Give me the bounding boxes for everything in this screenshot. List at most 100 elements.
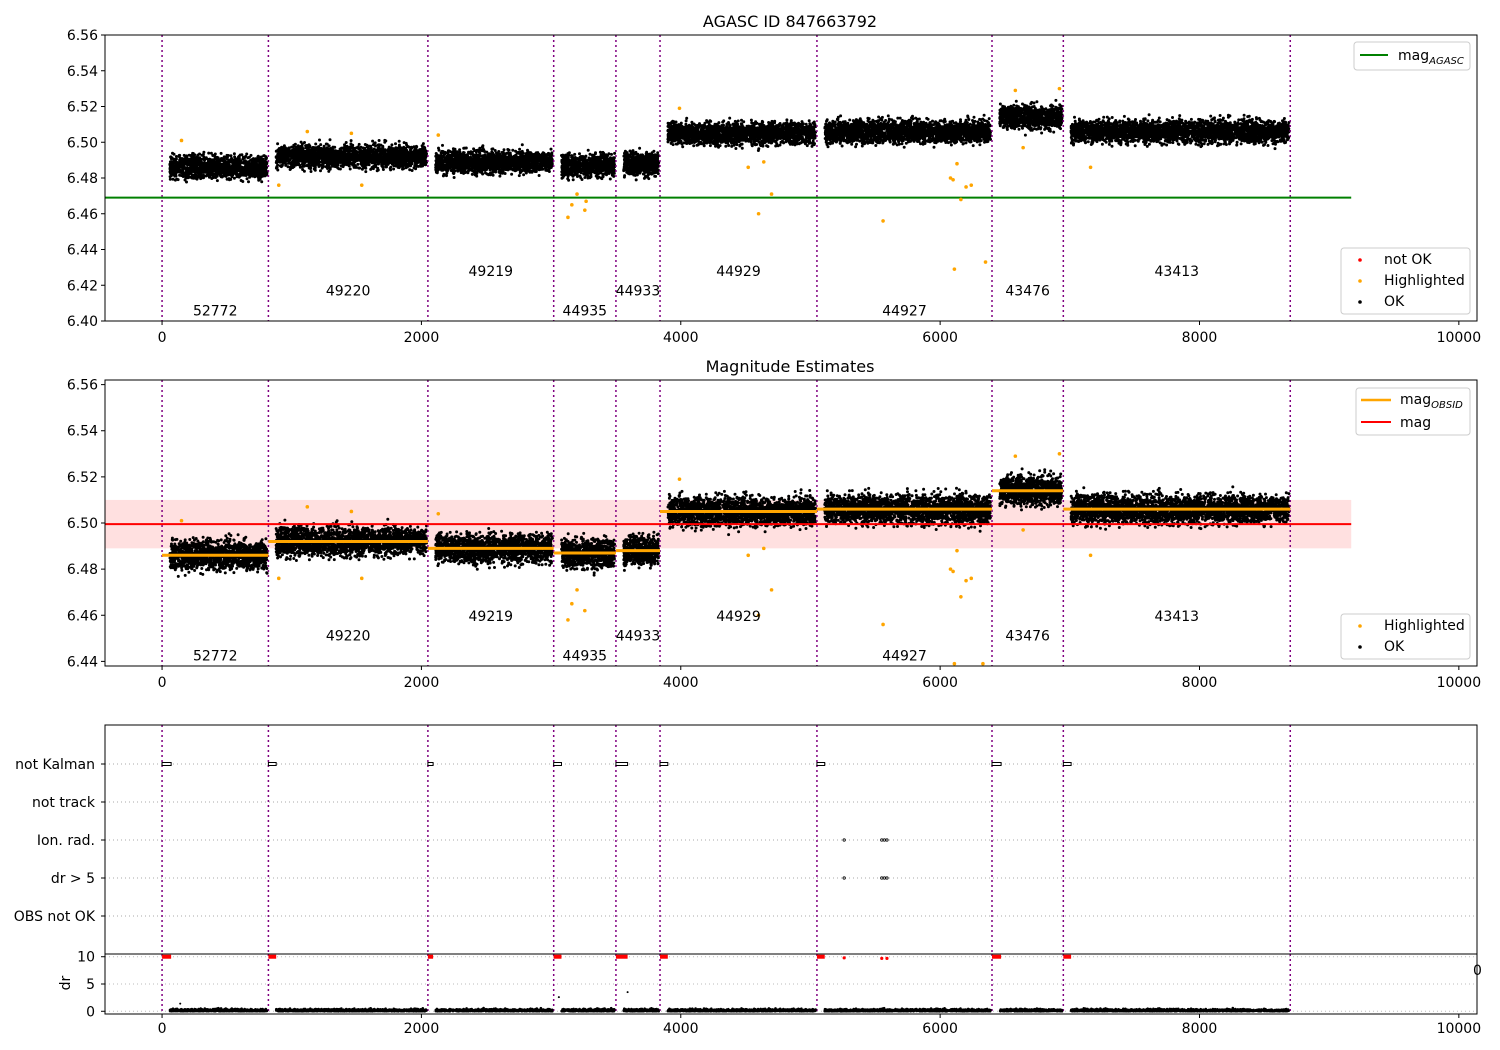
highlighted-point (948, 567, 953, 571)
dr-ok-points (168, 1006, 1290, 1013)
obsid-boundaries (161, 954, 1292, 1014)
y-tick-label: 6.46 (67, 608, 98, 624)
x-axis: 0 2000 4000 6000 8000 10000 (158, 321, 1482, 346)
plot-frame (104, 953, 1478, 1015)
dr-panel: 0 5 10 0 2000 4000 6000 8000 10000 dr 0 (58, 950, 1482, 1037)
obsid-label: 44927 (882, 648, 927, 664)
legend-highlighted-marker (1358, 624, 1362, 628)
flag-marker-run (161, 762, 172, 766)
y-tick-label: 6.50 (67, 516, 98, 532)
x-tick-label: 6000 (922, 1021, 958, 1037)
mag-obsid-lines (162, 489, 1291, 557)
y-tick-label: 6.48 (67, 562, 98, 578)
obsid-label: 43413 (1155, 264, 1200, 280)
highlighted-point (948, 176, 953, 180)
flag-marker-run (267, 762, 277, 766)
x-axis: 0 2000 4000 6000 8000 10000 (158, 1014, 1482, 1037)
obsid-label: 44935 (563, 303, 608, 319)
dr-flagged-run (268, 954, 277, 959)
legend-mag: magOBSID mag (1355, 387, 1471, 436)
y-tick-label: 6.42 (67, 278, 98, 294)
y-axis: 0 5 10 (77, 950, 105, 1020)
highlighted-point (1013, 454, 1018, 458)
x-tick-label: 4000 (663, 1021, 699, 1037)
highlighted-point (969, 183, 974, 187)
dr-outlier-point (557, 996, 560, 999)
dr-outlier-point (179, 1002, 182, 1005)
obsid-label: 49219 (469, 609, 514, 625)
highlighted-point (305, 505, 310, 509)
highlighted-point (566, 618, 570, 622)
legend-points: Highlighted OK (1340, 613, 1471, 660)
highlighted-point (881, 219, 885, 223)
dr-flagged-run (615, 954, 628, 959)
legend-highlighted-marker (1358, 279, 1362, 283)
highlighted-point (746, 165, 751, 170)
highlighted-point (1013, 88, 1018, 93)
highlighted-point (955, 548, 959, 553)
x-tick-label: 10000 (1437, 1021, 1482, 1037)
obsid-label: 43476 (1005, 629, 1050, 645)
highlighted-point (1021, 145, 1025, 150)
y-tick-label: 6.44 (67, 243, 98, 259)
dr-flagged-point (885, 956, 889, 960)
flag-category-label: not Kalman (15, 757, 95, 773)
obsid-label: 43413 (1155, 609, 1200, 625)
highlighted-point (756, 211, 761, 216)
highlighted-point (951, 177, 955, 182)
x-tick-label: 6000 (922, 330, 958, 346)
highlighted-point (566, 215, 570, 220)
x-tick-label: 4000 (663, 330, 699, 346)
flag-marker (885, 838, 889, 842)
legend-ok-marker (1358, 645, 1362, 649)
x-tick-label: 2000 (404, 675, 440, 691)
legend-highlighted: Highlighted (1384, 273, 1465, 289)
obsid-label: 52772 (193, 648, 238, 664)
x-tick-label: 6000 (922, 675, 958, 691)
x-tick-label: 0 (158, 675, 167, 691)
highlighted-point (677, 106, 682, 111)
ok-points (168, 98, 1291, 184)
highlighted-point (575, 192, 579, 196)
y-tick-label: 6.46 (67, 207, 98, 223)
y-tick-label: 6.54 (67, 424, 98, 440)
flag-marker (885, 876, 889, 880)
x-tick-label: 8000 (1182, 330, 1218, 346)
y-tick-label: 6.50 (67, 135, 98, 151)
x-tick-label: 8000 (1182, 1021, 1218, 1037)
flag-gridlines (105, 763, 1477, 917)
legend-ok-marker (1358, 300, 1362, 304)
agasc-panel: AGASC ID 847663792 52772 49220 49219 44935 4… (67, 12, 1481, 346)
flag-category-label: OBS not OK (14, 909, 96, 925)
flag-marker-run (427, 762, 434, 766)
y-tick-label: 6.56 (67, 378, 98, 394)
highlighted-point (761, 546, 766, 551)
obsid-labels: 52772 49220 49219 44935 44933 44929 44927 43476… (193, 609, 1199, 664)
highlighted-point (359, 183, 364, 187)
highlighted-point (1057, 86, 1062, 91)
x-tick-label: 0 (158, 1021, 167, 1037)
highlighted-point (276, 576, 281, 581)
highlighted-point (1088, 165, 1093, 170)
dr-flagged-run (162, 954, 172, 959)
highlighted-point (1088, 553, 1093, 558)
y-tick-label: 10 (77, 950, 95, 966)
highlighted-point (583, 608, 587, 613)
x-tick-label: 10000 (1437, 330, 1482, 346)
plot-frame (104, 34, 1478, 322)
obsid-label: 52772 (193, 303, 238, 319)
legend-ok: OK (1384, 639, 1405, 655)
y-tick-label: 6.48 (67, 171, 98, 187)
highlighted-point (677, 477, 682, 481)
obsid-label: 49220 (326, 284, 371, 300)
highlighted-point (959, 197, 963, 202)
highlighted-point (969, 576, 974, 581)
flag-marker-run (816, 762, 826, 766)
highlighted-point (575, 588, 579, 592)
highlighted-points (179, 452, 1093, 666)
flag-marker (842, 876, 846, 880)
flag-marker-run (615, 762, 629, 766)
highlighted-point (570, 203, 574, 207)
y-axis-label: dr (58, 975, 74, 990)
highlighted-point (179, 138, 184, 143)
